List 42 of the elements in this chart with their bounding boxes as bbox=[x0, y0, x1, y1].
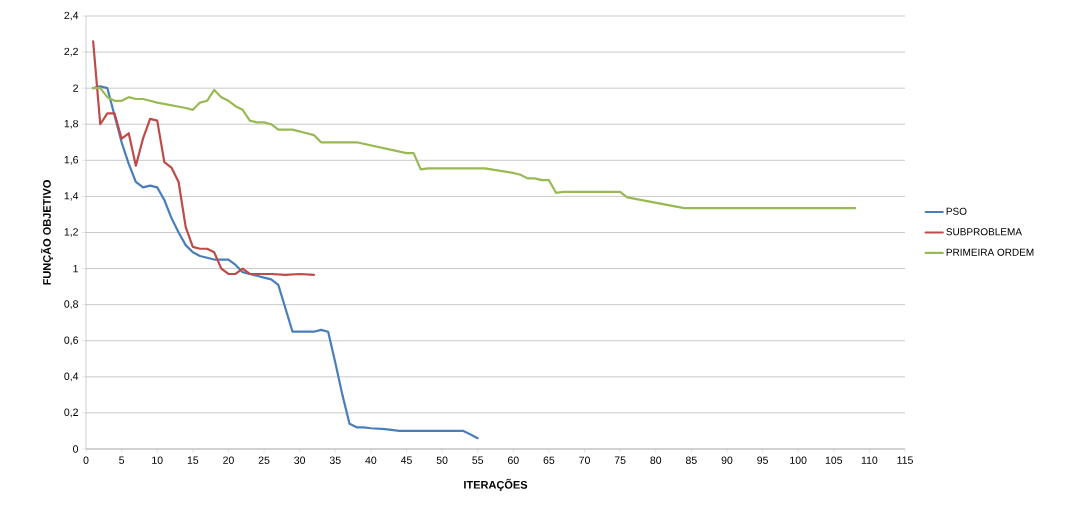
legend-label: SUBPROBLEMA bbox=[946, 228, 1022, 236]
legend-label: PSO bbox=[946, 207, 967, 215]
x-tick-label: 35 bbox=[329, 456, 341, 464]
x-tick-label: 45 bbox=[400, 456, 412, 464]
x-tick-label: 50 bbox=[436, 456, 448, 464]
x-tick-label: 85 bbox=[685, 456, 697, 464]
y-tick-label: 1,6 bbox=[64, 156, 79, 165]
x-tick-label: 10 bbox=[152, 456, 163, 464]
x-tick-label: 25 bbox=[258, 456, 270, 464]
x-tick-label: 80 bbox=[650, 456, 662, 464]
y-tick-label: 0,2 bbox=[64, 408, 78, 418]
y-tick-label: 2 bbox=[73, 84, 78, 92]
x-tick-label: 100 bbox=[790, 456, 807, 464]
x-tick-label: 115 bbox=[897, 456, 913, 464]
x-tick-label: 65 bbox=[543, 456, 555, 464]
x-tick-label: 75 bbox=[614, 456, 626, 464]
y-tick-label: 1,8 bbox=[64, 119, 79, 129]
x-tick-label: 30 bbox=[294, 456, 306, 464]
x-tick-label: 110 bbox=[861, 456, 878, 464]
x-tick-label: 55 bbox=[472, 456, 484, 464]
y-tick-label: 0,6 bbox=[64, 336, 79, 346]
x-tick-label: 90 bbox=[721, 456, 733, 464]
x-tick-label: 95 bbox=[757, 456, 768, 464]
x-tick-label: 60 bbox=[508, 456, 519, 464]
y-tick-label: 1,4 bbox=[64, 192, 79, 201]
x-axis-title: ITERAÇÕES bbox=[464, 478, 528, 491]
y-tick-label: 1,2 bbox=[64, 228, 78, 237]
x-tick-label: 5 bbox=[119, 456, 125, 464]
y-tick-label: 1 bbox=[73, 264, 78, 273]
y-tick-label: 2,4 bbox=[64, 11, 79, 21]
y-tick-label: 0,8 bbox=[64, 300, 79, 309]
x-tick-label: 105 bbox=[825, 456, 843, 464]
x-tick-label: 20 bbox=[223, 456, 234, 464]
y-axis-title: FUNÇÃO OBJETIVO bbox=[40, 180, 54, 285]
legend-label: PRIMEIRA ORDEM bbox=[946, 248, 1034, 256]
x-tick-label: 40 bbox=[365, 456, 377, 464]
y-tick-label: 0 bbox=[73, 445, 79, 453]
y-tick-label: 0,4 bbox=[64, 372, 79, 382]
x-tick-label: 0 bbox=[83, 456, 89, 464]
x-tick-label: 15 bbox=[187, 456, 199, 464]
x-tick-label: 70 bbox=[579, 456, 590, 464]
y-tick-label: 2,2 bbox=[64, 47, 78, 57]
